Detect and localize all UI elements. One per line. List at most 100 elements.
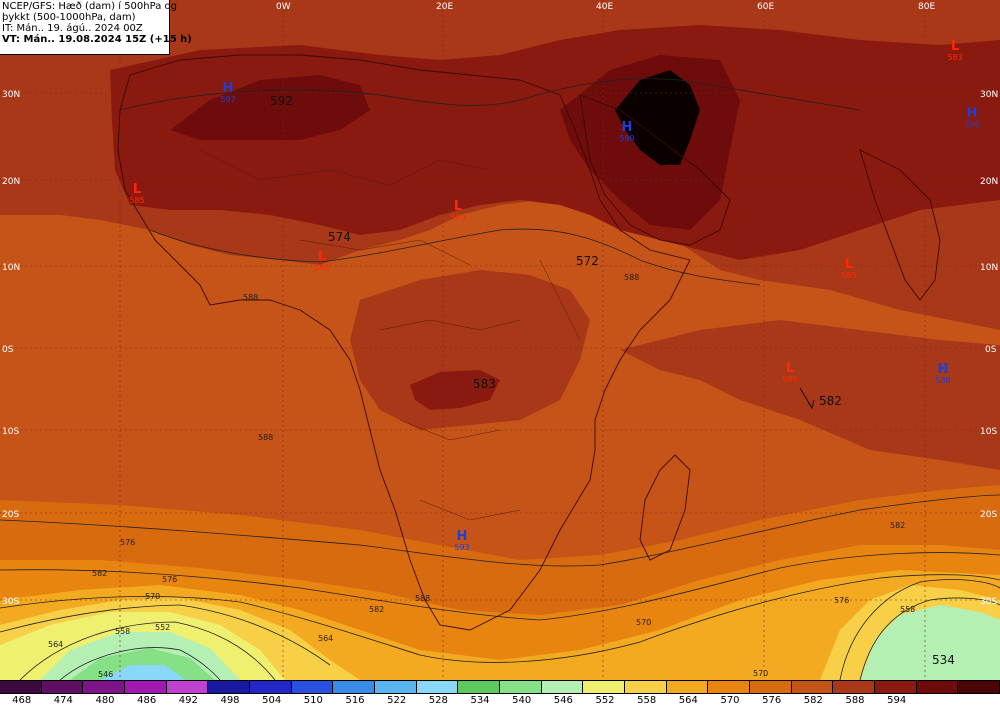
field-540	[70, 648, 215, 680]
pressure-system-value: 585	[782, 375, 797, 384]
contour-label: 552	[155, 623, 170, 632]
contour-label: 576	[162, 575, 177, 584]
low-pressure-marker: L	[318, 249, 326, 264]
contour-label: 588	[415, 594, 430, 603]
field-central-core	[410, 370, 500, 410]
pressure-system-value: 597	[220, 95, 235, 104]
pressure-system-value: 596	[964, 120, 979, 129]
colorbar-label: 474	[53, 695, 73, 706]
pressure-label: 592	[270, 94, 293, 108]
valid-time: VT: Mán.. 19.08.2024 15Z (+15 h)	[2, 34, 192, 45]
colorbar-labels: 468 474 480 486 492 498 504 510 516 522 528 534 540 5…	[0, 694, 1000, 709]
colorbar-label: 588	[845, 695, 865, 706]
contour-label: 582	[92, 569, 107, 578]
colorbar-label: 546	[553, 695, 573, 706]
low-pressure-marker: L	[133, 182, 141, 197]
high-pressure-marker: H	[223, 81, 234, 96]
lat-label: 30S	[980, 597, 997, 607]
colorbar-label: 510	[303, 695, 323, 706]
colorbar-swatch	[750, 681, 792, 693]
colorbar-swatch	[166, 681, 209, 693]
contour-label: 588	[624, 273, 639, 282]
pressure-system-value: 593	[454, 543, 469, 552]
lat-label: 0S	[2, 345, 14, 355]
colorbar-label: 570	[720, 695, 740, 706]
colorbar-swatch	[833, 681, 876, 693]
colorbar-label: 558	[637, 695, 657, 706]
lat-label: 10N	[980, 263, 998, 273]
contour-label: 546	[98, 670, 113, 679]
africa-coastline	[117, 54, 691, 631]
lon-labels: 0W 20E 40E 60E 80E	[276, 2, 935, 12]
colorbar-label: 540	[512, 695, 532, 706]
pressure-labels: 592 574 572 583 582 534	[270, 94, 955, 667]
india-coastline	[859, 149, 941, 301]
contour-label: 564	[318, 634, 333, 643]
contour-label: 576	[834, 596, 849, 605]
colorbar-swatches	[0, 680, 1000, 694]
field-546-east	[860, 605, 1000, 680]
colorbar-label: 504	[262, 695, 282, 706]
high-pressure-marker: H	[622, 120, 633, 135]
colorbar-swatch	[583, 681, 626, 693]
pressure-label: 574	[328, 230, 351, 244]
pressure-system-value: 585	[841, 271, 856, 280]
field-534	[100, 665, 185, 680]
contour-labels: 588 588 588 588 582 576 570 564 558 552 …	[48, 273, 915, 679]
field-600-core	[615, 70, 700, 165]
contour-label: 576	[120, 538, 135, 547]
madagascar-coastline	[639, 454, 691, 561]
graticule	[0, 0, 1000, 680]
lon-label: 60E	[757, 2, 774, 12]
pressure-label: 534	[932, 653, 955, 667]
pressure-system-value: 583	[947, 53, 962, 62]
init-time: IT: Mán.. 19. ágú.. 2024 00Z	[2, 23, 143, 34]
low-pressure-marker: L	[786, 361, 794, 376]
contour-label: 570	[753, 669, 768, 678]
lat-label: 20N	[2, 177, 20, 187]
lat-label: 30N	[980, 90, 998, 100]
colorbar-swatch	[875, 681, 917, 693]
colorbar-swatch	[0, 681, 42, 693]
lon-label: 80E	[918, 2, 935, 12]
colorbar-swatch	[83, 681, 126, 693]
contour-label: 570	[636, 618, 651, 627]
colorbar-label: 498	[220, 695, 240, 706]
colorbar: 468 474 480 486 492 498 504 510 516 522 528 534 540 5…	[0, 680, 1000, 709]
colorbar-swatch	[916, 681, 959, 693]
colorbar-label: 552	[595, 695, 615, 706]
pressure-system-value: 585	[129, 196, 144, 205]
lat-label: 10S	[980, 427, 997, 437]
contour-label: 588	[258, 433, 273, 442]
wind-arrow	[799, 387, 815, 410]
lat-label: 20S	[2, 510, 19, 520]
low-pressure-marker: L	[951, 39, 959, 54]
colorbar-swatch	[250, 681, 292, 693]
colorbar-swatch	[41, 681, 84, 693]
colorbar-swatch	[666, 681, 709, 693]
high-pressure-marker: H	[457, 529, 468, 544]
lat-label: 30S	[2, 597, 19, 607]
pressure-system-value: 599	[619, 134, 634, 143]
colorbar-swatch	[708, 681, 751, 693]
lon-label: 40E	[596, 2, 613, 12]
forecast-map: 30N 20N 10N 0S 10S 20S 30S 30N 20N 10N 0…	[0, 0, 1000, 680]
lat-labels-right: 30N 20N 10N 0S 10S 20S 30S	[980, 90, 998, 607]
colorbar-label: 594	[887, 695, 907, 706]
pressure-label: 583	[473, 377, 496, 391]
lat-label: 0S	[985, 345, 997, 355]
colorbar-label: 576	[762, 695, 782, 706]
country-borders	[199, 149, 581, 521]
colorbar-swatch	[500, 681, 542, 693]
colorbar-swatch	[791, 681, 834, 693]
colorbar-swatch	[375, 681, 417, 693]
contour-label: 582	[890, 521, 905, 530]
colorbar-label: 492	[178, 695, 198, 706]
colorbar-label: 582	[803, 695, 823, 706]
colorbar-swatch	[125, 681, 167, 693]
high-pressure-marker: H	[967, 106, 978, 121]
colorbar-label: 522	[387, 695, 407, 706]
colorbar-label: 564	[678, 695, 698, 706]
colorbar-swatch	[333, 681, 376, 693]
